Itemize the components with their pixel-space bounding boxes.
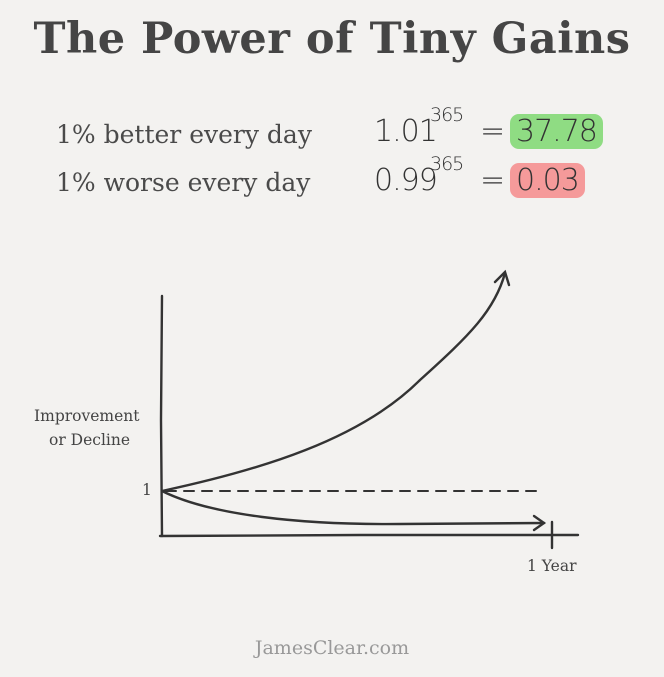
page-title: The Power of Tiny Gains <box>33 14 631 64</box>
y-tick-label: 1 <box>142 481 152 499</box>
better-equals: = <box>480 114 505 149</box>
worse-result: 0.03 <box>510 163 585 198</box>
worse-label: 1% worse every day <box>56 168 311 197</box>
worse-equals: = <box>480 163 505 198</box>
y-axis-label-line2: or Decline <box>49 431 131 449</box>
worse-exponent: 365 <box>430 153 464 175</box>
x-axis <box>158 533 580 538</box>
decline-arrowhead <box>532 514 547 532</box>
growth-curve <box>160 271 507 493</box>
y-axis-label-line1: Improvement <box>34 407 140 425</box>
better-base: 1.01 <box>374 114 438 149</box>
better-exponent: 365 <box>430 104 464 126</box>
worse-equation: 0.99 365 = 0.03 <box>374 153 585 198</box>
decline-curve <box>160 489 546 526</box>
footer-brand: JamesClear.com <box>254 637 410 659</box>
worse-base: 0.99 <box>374 163 438 198</box>
growth-arrowhead <box>493 269 511 287</box>
better-result: 37.78 <box>510 114 603 149</box>
better-label: 1% better every day <box>56 120 312 149</box>
better-equation: 1.01 365 = 37.78 <box>374 104 603 149</box>
x-tick-label: 1 Year <box>527 557 577 575</box>
y-axis <box>159 294 164 538</box>
